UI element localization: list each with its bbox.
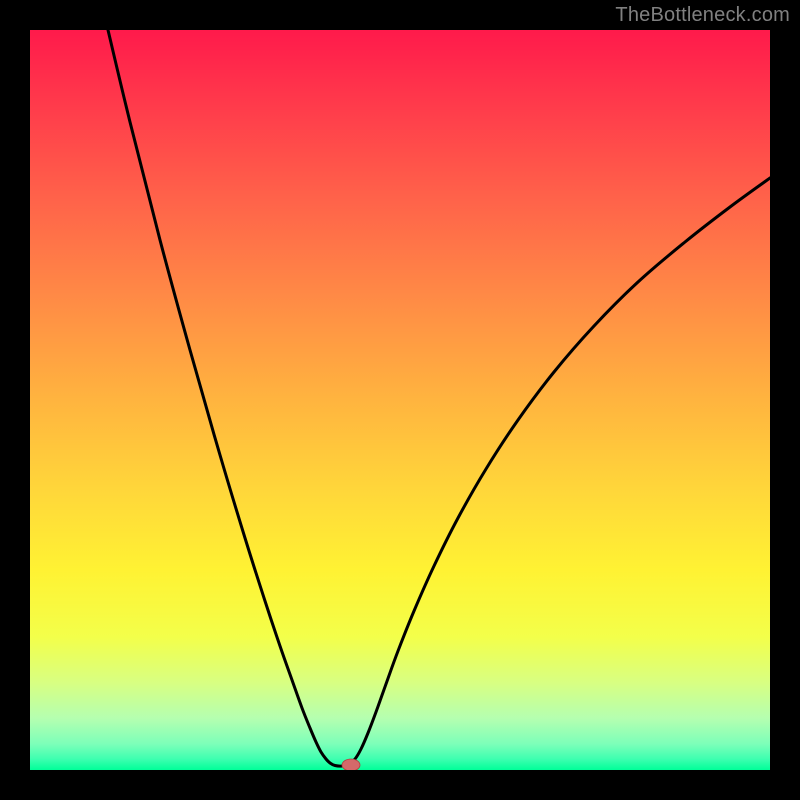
optimal-point-marker — [342, 759, 360, 770]
watermark-text: TheBottleneck.com — [615, 4, 790, 27]
chart-plot-area — [30, 30, 770, 770]
chart-background — [30, 30, 770, 770]
chart-svg — [30, 30, 770, 770]
